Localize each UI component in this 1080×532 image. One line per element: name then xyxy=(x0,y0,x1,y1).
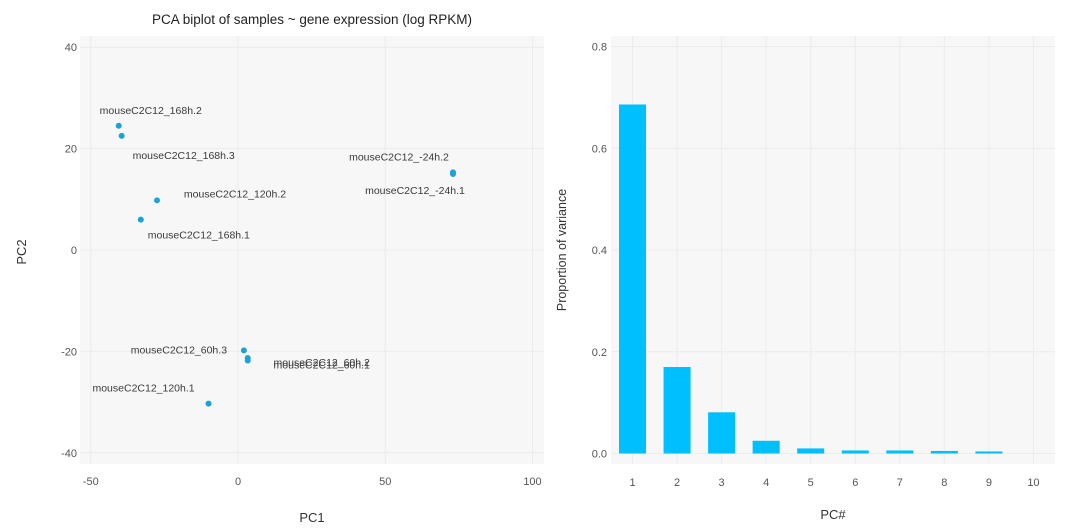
scatter-point-label: mouseC2C12_60h.2 xyxy=(274,357,370,369)
scatter-point-label: mouseC2C12_120h.2 xyxy=(184,188,286,200)
bar-x-tick-label: 2 xyxy=(674,477,680,489)
scatter-point-label: mouseC2C12_-24h.1 xyxy=(365,185,465,197)
bar-y-tick-label: 0.4 xyxy=(592,245,607,257)
bar-gridlines xyxy=(611,36,1055,464)
bar-pc-4 xyxy=(752,440,780,454)
bar-y-tick-label: 0.2 xyxy=(592,347,607,359)
scatter-point xyxy=(240,347,247,354)
scatter-points xyxy=(115,122,456,407)
bar-tick-labels: 0.0 0.2 0.4 0.6 0.8 1 2 3 4 5 6 7 8 9 10 xyxy=(592,42,1040,490)
bar-pc-6 xyxy=(841,450,869,454)
bar-pc-1 xyxy=(619,104,646,454)
bar-x-tick-label: 4 xyxy=(763,477,769,489)
scatter-gridlines xyxy=(80,36,544,464)
scatter-point-label: mouseC2C12_60h.3 xyxy=(131,344,227,356)
scatter-y-tick-label: -40 xyxy=(61,448,77,460)
scatter-tick-labels: -50 0 50 100 -40 -20 0 20 40 xyxy=(61,42,542,488)
scatter-y-tick-label: 20 xyxy=(65,144,77,156)
scatter-point xyxy=(449,170,456,177)
scatter-point-label: mouseC2C12_168h.1 xyxy=(148,230,250,242)
bar-x-tick-label: 3 xyxy=(719,477,725,489)
scatter-x-tick-label: 0 xyxy=(235,476,241,488)
scatter-point xyxy=(115,122,122,129)
variance-bar-chart: 0.0 0.2 0.4 0.6 0.8 1 2 3 4 5 6 7 8 9 10 PC# Proportio… xyxy=(555,36,1055,522)
scatter-title: PCA biplot of samples ~ gene expression … xyxy=(152,12,472,27)
bar-x-tick-label: 6 xyxy=(852,477,858,489)
scatter-y-axis-label: PC2 xyxy=(14,239,29,264)
scatter-x-axis-label: PC1 xyxy=(299,510,324,525)
bar-pc-8 xyxy=(930,450,958,454)
scatter-point xyxy=(154,197,161,204)
bar-pc-9 xyxy=(975,451,1003,454)
bar-pc-2 xyxy=(663,367,691,454)
scatter-y-tick-label: -20 xyxy=(61,346,77,358)
bar-x-tick-label: 1 xyxy=(629,477,635,489)
bar-x-tick-label: 10 xyxy=(1027,477,1039,489)
scatter-point xyxy=(118,132,125,139)
bar-pc-7 xyxy=(886,450,914,454)
scatter-y-tick-label: 0 xyxy=(71,245,77,257)
scatter-x-tick-label: 50 xyxy=(379,476,391,488)
bar-pc-5 xyxy=(797,448,825,454)
bar-y-tick-label: 0.0 xyxy=(592,449,607,461)
scatter-point xyxy=(137,216,144,223)
scatter-point-label: mouseC2C12_168h.2 xyxy=(100,105,202,117)
bar-x-tick-label: 7 xyxy=(897,477,903,489)
scatter-point xyxy=(205,400,212,407)
scatter-point-labels: mouseC2C12_168h.2 mouseC2C12_168h.3 mouseC… xyxy=(92,105,465,395)
scatter-point-label: mouseC2C12_168h.3 xyxy=(133,150,235,162)
scatter-point xyxy=(244,357,251,364)
scatter-point-label: mouseC2C12_-24h.2 xyxy=(349,151,449,163)
scatter-point-label: mouseC2C12_120h.1 xyxy=(92,383,194,395)
bar-x-tick-label: 9 xyxy=(986,477,992,489)
scatter-point-label: mouseC2C12_60h.1 xyxy=(274,360,370,372)
bar-y-axis-label: Proportion of variance xyxy=(555,189,569,311)
bar-y-tick-label: 0.8 xyxy=(592,42,607,54)
scatter-x-tick-label: -50 xyxy=(83,476,99,488)
scatter-x-tick-label: 100 xyxy=(523,476,541,488)
bar-x-tick-label: 5 xyxy=(808,477,814,489)
bar-x-tick-label: 8 xyxy=(941,477,947,489)
bar-series xyxy=(619,104,1003,454)
pca-scatter-chart: PCA biplot of samples ~ gene expression … xyxy=(14,12,544,525)
bar-pc-3 xyxy=(708,412,736,454)
bar-x-axis-label: PC# xyxy=(820,507,846,522)
scatter-y-tick-label: 40 xyxy=(65,42,77,54)
bar-y-tick-label: 0.6 xyxy=(592,143,607,155)
